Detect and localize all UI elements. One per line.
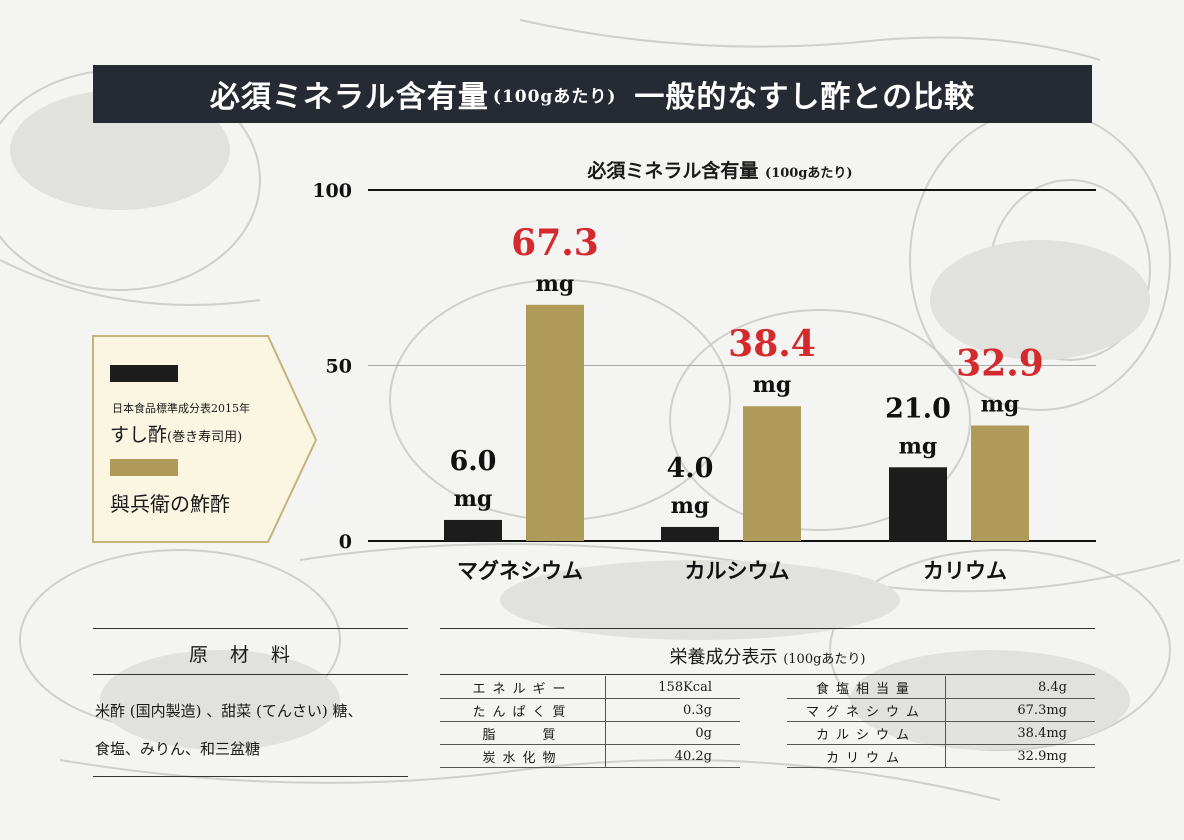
table-row: 食塩相当量 8.4g [787,676,1095,699]
nutrient-name: エネルギー [440,676,606,699]
table-row: カルシウム 38.4mg [787,721,1095,745]
data-label-unit: mg [454,486,493,512]
ingredients-bottom-rule [93,776,408,777]
data-label: 67.3 [511,222,599,264]
ingredients-text: 米酢 (国内製造) 、甜菜 (てんさい) 糖、 食塩、みりん、和三盆糖 [95,692,425,768]
bar [661,526,719,541]
ingredients-heading: 原材料 [188,644,312,666]
chart-title-main: 必須ミネラル含有量 [587,160,759,182]
nutrient-name: 脂 質 [440,721,606,745]
nutrition-heading-unit: (100gあたり) [783,652,866,667]
nutrient-name: カルシウム [787,721,946,745]
data-label: 32.9 [956,343,1044,385]
data-label: 4.0 [667,453,714,484]
page-title-compare: 一般的なすし酢との比較 [634,80,976,115]
legend-series-a-note: (巻き寿司用) [167,430,243,445]
nutrient-value: 40.2g [605,744,740,768]
table-row: エネルギー 158Kcal [440,676,740,699]
nutrient-name: たんぱく質 [440,698,606,722]
legend-series-b-name: 與兵衛の鮓酢 [110,492,230,516]
data-label: 21.0 [885,393,951,424]
data-label: 38.4 [728,323,816,365]
table-row: たんぱく質 0.3g [440,698,740,722]
bar [444,519,502,541]
nutrient-name: カリウム [787,744,946,768]
bar [743,406,801,541]
y-tick-label: 50 [326,356,352,378]
nutrient-value: 158Kcal [605,676,740,699]
bar [526,304,584,541]
nutrition-mid-rule [440,674,1095,675]
y-tick-label: 100 [312,180,352,202]
nutrient-value: 0g [605,721,740,745]
nutrient-value: 0.3g [605,698,740,722]
data-label-unit: mg [753,372,792,398]
page-title-main: 必須ミネラル含有量 [209,80,489,115]
nutrition-heading-text: 栄養成分表示 [669,647,778,668]
nutrient-value: 32.9mg [945,744,1095,768]
table-row: 炭水化物 40.2g [440,744,740,768]
legend-series-a-name: すし酢 [110,424,168,446]
legend-series-a: すし酢(巻き寿司用) [110,420,242,447]
ingredients-top-rule [93,628,408,629]
y-tick-label: 0 [339,531,352,553]
page-title: 必須ミネラル含有量 (100gあたり) 一般的なすし酢との比較 [93,65,1092,123]
x-tick-label: マグネシウム [457,558,583,583]
nutrition-heading: 栄養成分表示 (100gあたり) [440,643,1095,669]
data-label: 6.0 [450,446,497,477]
x-tick-label: カルシウム [685,558,790,583]
table-row: 脂 質 0g [440,721,740,745]
nutrient-value: 38.4mg [945,721,1095,745]
x-tick-label: カリウム [923,558,1007,583]
data-label-unit: mg [536,271,575,297]
ingredients-line: 食塩、みりん、和三盆糖 [95,740,261,758]
nutrition-top-rule [440,628,1095,629]
bar [971,425,1029,541]
nutrient-name: マグネシウム [787,698,946,722]
chart-title: 必須ミネラル含有量 (100gあたり) [440,156,1000,183]
nutrient-name: 食塩相当量 [787,676,946,699]
ingredients-mid-rule [93,674,408,675]
page-title-unit: (100gあたり) [492,86,617,107]
nutrition-table-left: エネルギー 158Kcal たんぱく質 0.3g 脂 質 0g 炭水化物 40.2g [440,676,740,768]
nutrition-table-right: 食塩相当量 8.4g マグネシウム 67.3mg カルシウム 38.4mg カリウム 3… [787,676,1095,768]
data-label-unit: mg [671,493,710,519]
data-label-unit: mg [899,433,938,459]
table-row: マグネシウム 67.3mg [787,698,1095,722]
chart-title-unit: (100gあたり) [765,166,853,181]
bar [889,467,947,541]
legend-series-a-source: 日本食品標準成分表2015年 [112,402,250,415]
ingredients-line: 米酢 (国内製造) 、甜菜 (てんさい) 糖、 [95,702,363,720]
table-row: カリウム 32.9mg [787,744,1095,768]
nutrient-name: 炭水化物 [440,744,606,768]
nutrient-value: 67.3mg [945,698,1095,722]
nutrient-value: 8.4g [945,676,1095,699]
data-label-unit: mg [981,392,1020,418]
